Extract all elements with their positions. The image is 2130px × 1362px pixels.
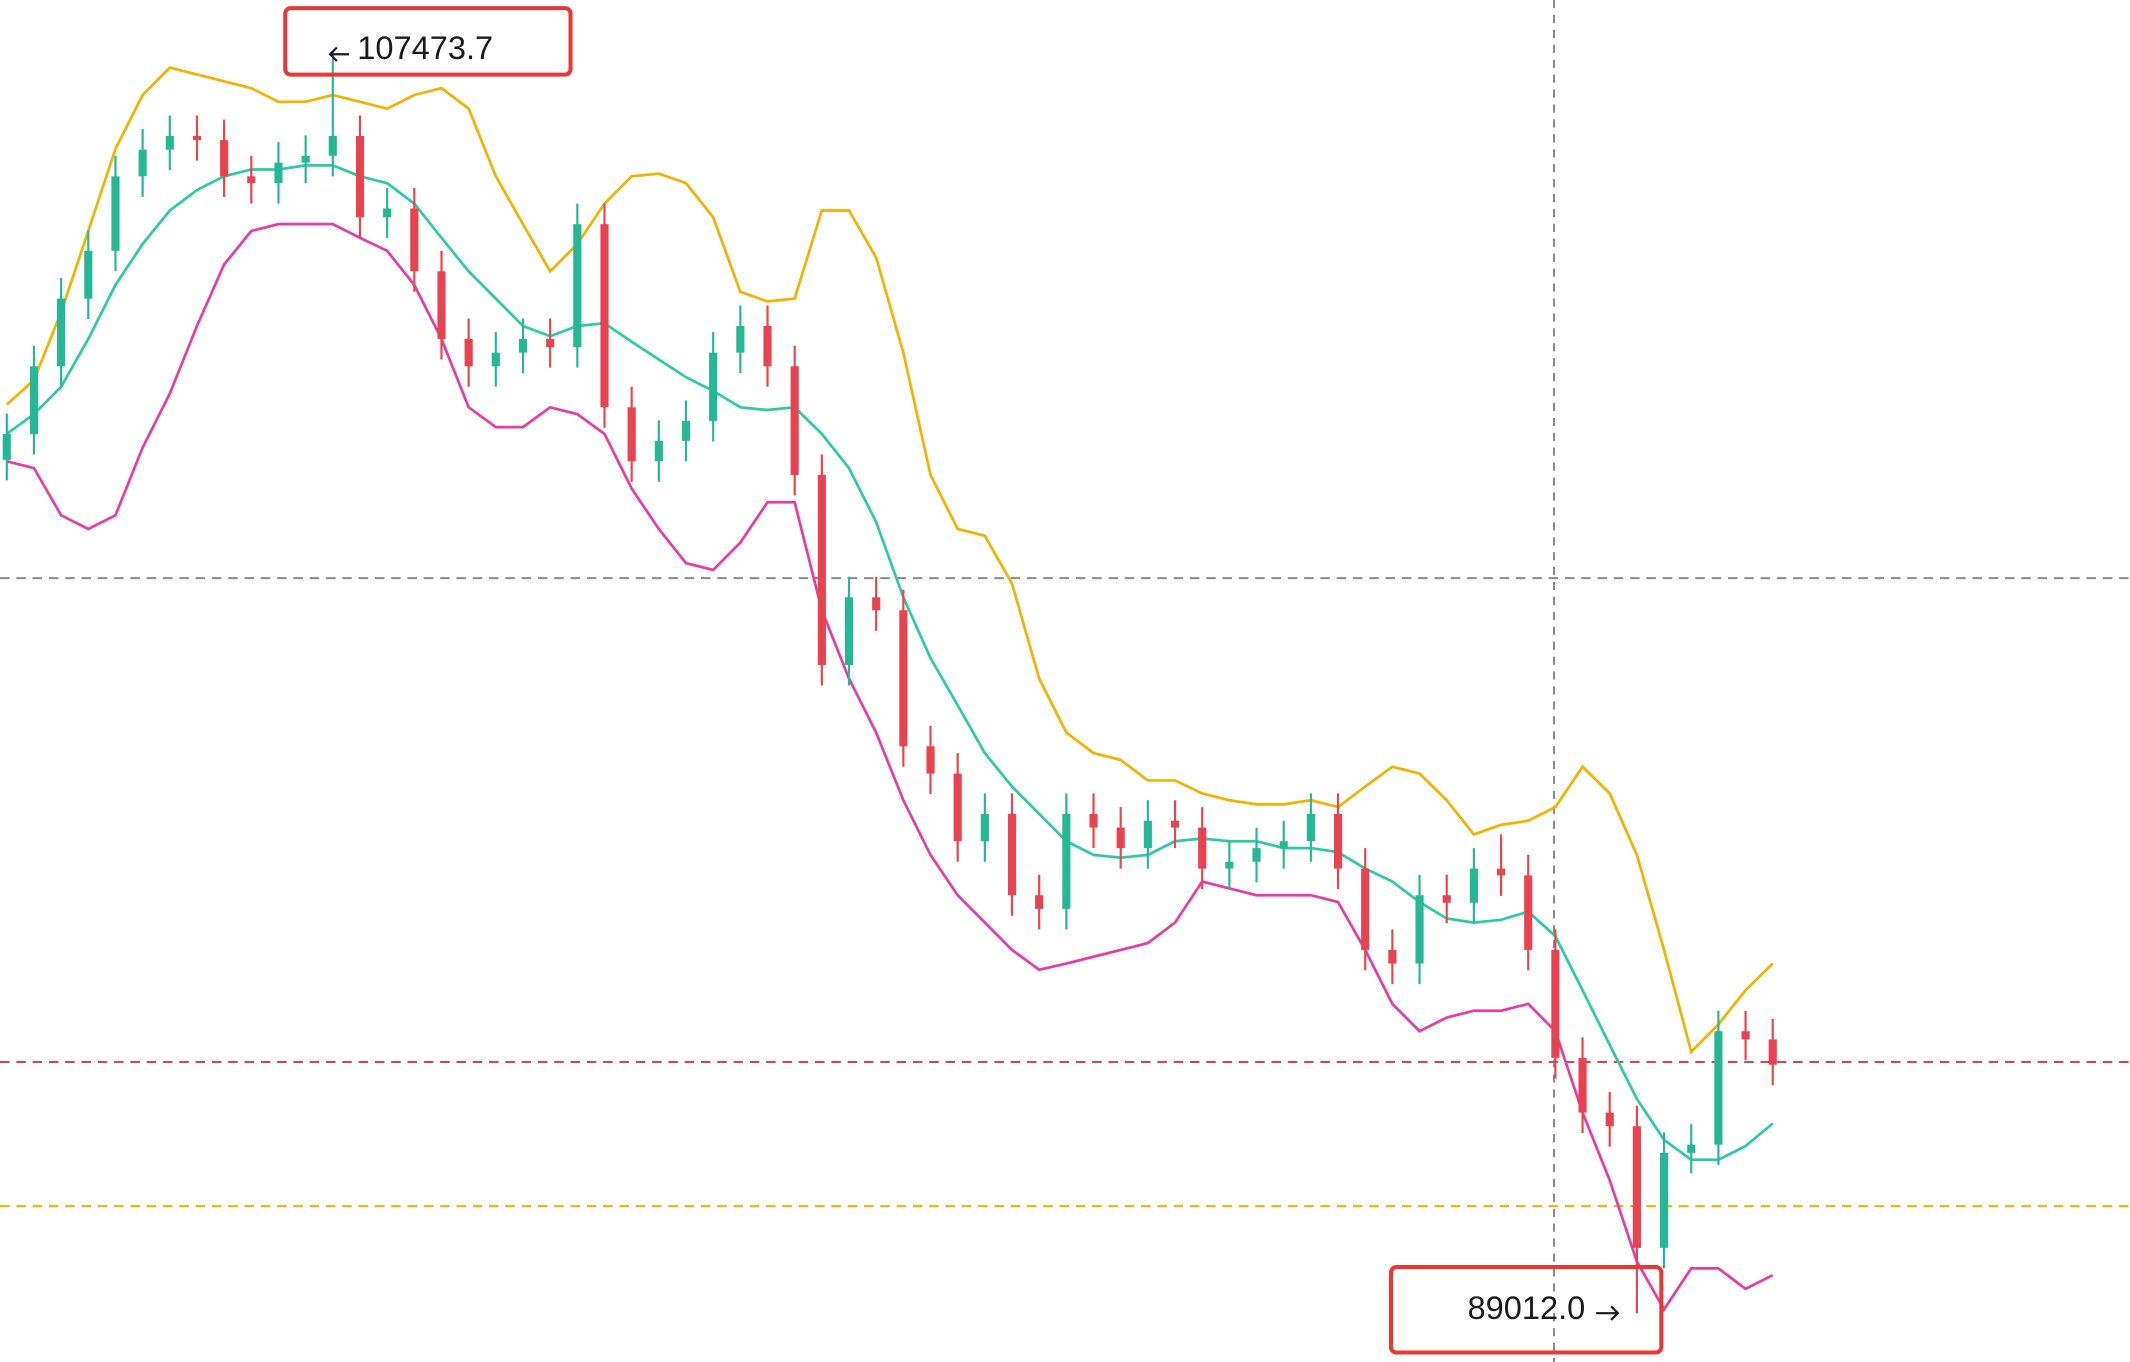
candle-body bbox=[763, 325, 772, 367]
candle-body bbox=[654, 440, 663, 462]
candle-body bbox=[817, 474, 826, 665]
candle-body bbox=[1415, 895, 1424, 964]
candle-body bbox=[1714, 1031, 1723, 1145]
annotation-label: 89012.0 bbox=[1467, 1290, 1585, 1326]
candle-body bbox=[1632, 1126, 1641, 1248]
candle-body bbox=[1578, 1057, 1587, 1113]
candle-body bbox=[1605, 1112, 1614, 1127]
candle-body bbox=[1524, 875, 1533, 950]
candle-body bbox=[546, 338, 555, 348]
candle-body bbox=[1279, 841, 1288, 849]
candle-body bbox=[57, 298, 66, 367]
candle-body bbox=[301, 155, 310, 163]
candle-body bbox=[491, 352, 500, 367]
candle-body bbox=[1551, 949, 1560, 1058]
annotation-arrow bbox=[328, 46, 350, 62]
candle-body bbox=[736, 325, 745, 353]
annotation-box bbox=[1388, 1265, 1664, 1355]
candle-body bbox=[1306, 813, 1315, 842]
candle-body bbox=[1469, 868, 1478, 903]
candle-body bbox=[1035, 895, 1044, 909]
candle-body bbox=[165, 135, 174, 150]
candle-body bbox=[192, 135, 202, 141]
candle-body bbox=[29, 366, 39, 434]
candle-body bbox=[220, 140, 229, 177]
candle-body bbox=[464, 338, 473, 367]
candle-body bbox=[1143, 820, 1152, 849]
candle-body bbox=[1170, 820, 1180, 828]
candle-body bbox=[953, 773, 962, 842]
candle-body bbox=[111, 176, 120, 251]
candle-body bbox=[437, 271, 446, 339]
candle-body bbox=[410, 208, 419, 272]
candle-body bbox=[899, 610, 908, 747]
candle-body bbox=[926, 746, 935, 774]
candle-body bbox=[355, 135, 365, 218]
candle-body bbox=[1687, 1144, 1696, 1153]
candle-body bbox=[1741, 1031, 1750, 1040]
band-line bbox=[6, 222, 1774, 1312]
candle-body bbox=[1333, 813, 1343, 869]
candle-body bbox=[709, 352, 718, 421]
candle-body bbox=[573, 224, 582, 348]
candle-body bbox=[872, 597, 881, 611]
candle-body bbox=[84, 250, 93, 299]
candle-body bbox=[1116, 827, 1125, 849]
candle-body bbox=[790, 366, 799, 475]
annotation-arrow bbox=[1596, 1305, 1620, 1321]
candle-body bbox=[844, 597, 854, 665]
annotation-label: 107473.7 bbox=[357, 30, 493, 66]
band-line bbox=[5, 164, 1774, 1162]
annotation-box bbox=[283, 6, 573, 77]
candle-body bbox=[383, 208, 392, 218]
candle-body bbox=[247, 176, 256, 184]
candle-body bbox=[681, 420, 691, 441]
candle-body bbox=[1659, 1152, 1669, 1248]
candle-body bbox=[328, 135, 337, 156]
candle-body bbox=[1007, 813, 1017, 896]
candle-body bbox=[1442, 895, 1451, 903]
candle-body bbox=[627, 407, 636, 462]
candle-body bbox=[518, 338, 528, 353]
candle-body bbox=[1089, 813, 1098, 828]
candle-body bbox=[274, 162, 283, 184]
candle-body bbox=[138, 149, 147, 177]
candle-body bbox=[980, 813, 989, 842]
candle-body bbox=[1062, 813, 1071, 909]
candle-body bbox=[1496, 868, 1506, 876]
band-line bbox=[5, 66, 1774, 1055]
candle-body bbox=[1252, 848, 1261, 862]
candle-body bbox=[1768, 1039, 1777, 1065]
candle-body bbox=[1388, 949, 1397, 964]
candle-body bbox=[1225, 861, 1234, 869]
candle-body bbox=[1198, 827, 1207, 869]
candle-body bbox=[600, 224, 609, 408]
candle-body bbox=[2, 433, 11, 460]
candle-body bbox=[1361, 868, 1370, 950]
